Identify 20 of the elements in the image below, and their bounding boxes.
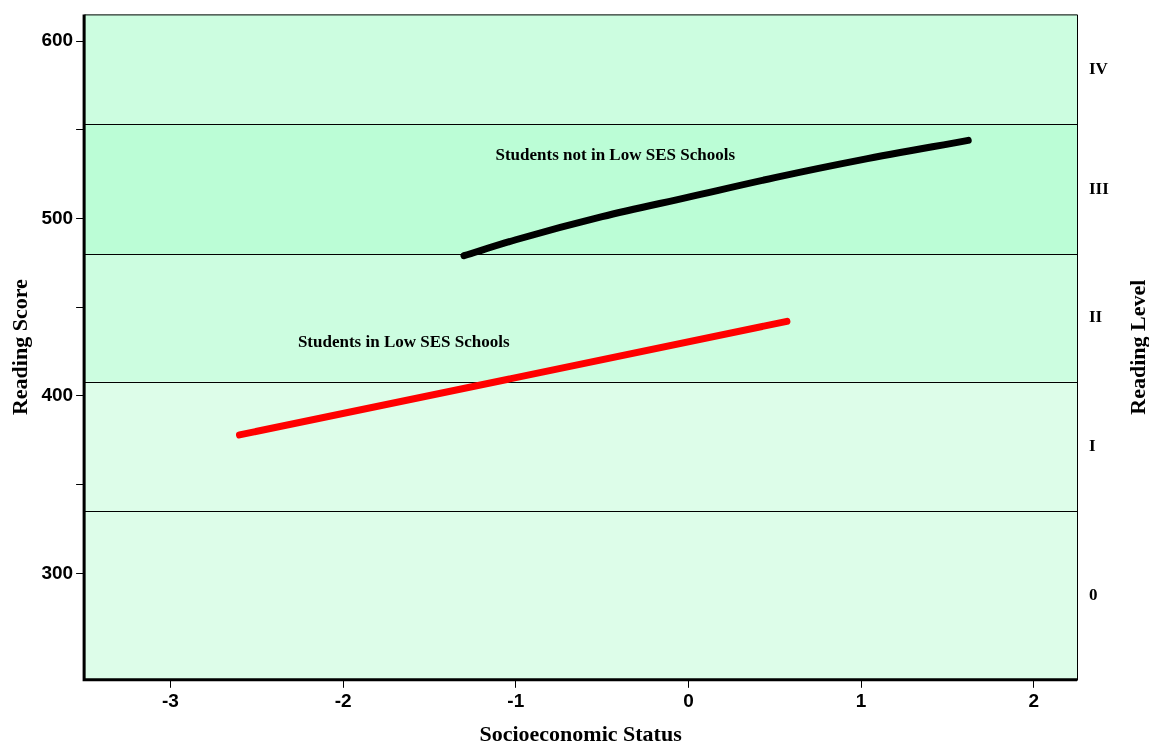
band-label: 0 bbox=[1089, 584, 1098, 604]
y2-axis-title: Reading Level bbox=[1124, 279, 1149, 415]
band-label: II bbox=[1089, 307, 1103, 327]
band-label: I bbox=[1089, 435, 1096, 455]
x-tick-label: -2 bbox=[334, 690, 352, 712]
series-label: Students in Low SES Schools bbox=[297, 332, 510, 352]
band-label: III bbox=[1089, 178, 1110, 198]
x-tick-label: 0 bbox=[683, 690, 694, 712]
y-tick-label: 500 bbox=[41, 206, 74, 228]
band-label: IV bbox=[1089, 58, 1109, 78]
x-tick-label: -3 bbox=[161, 690, 179, 712]
y-axis-title: Reading Score bbox=[6, 278, 32, 416]
y-tick-label: 300 bbox=[41, 561, 74, 583]
x-tick-label: 1 bbox=[855, 690, 867, 712]
x-tick-label: 2 bbox=[1028, 690, 1040, 712]
y-tick-label: 600 bbox=[41, 29, 74, 51]
series-label: Students not in Low SES Schools bbox=[495, 145, 736, 165]
x-tick-label: -1 bbox=[507, 690, 525, 712]
y-tick-label: 400 bbox=[41, 384, 74, 406]
x-axis-title: Socioeconomic Status bbox=[479, 721, 683, 747]
